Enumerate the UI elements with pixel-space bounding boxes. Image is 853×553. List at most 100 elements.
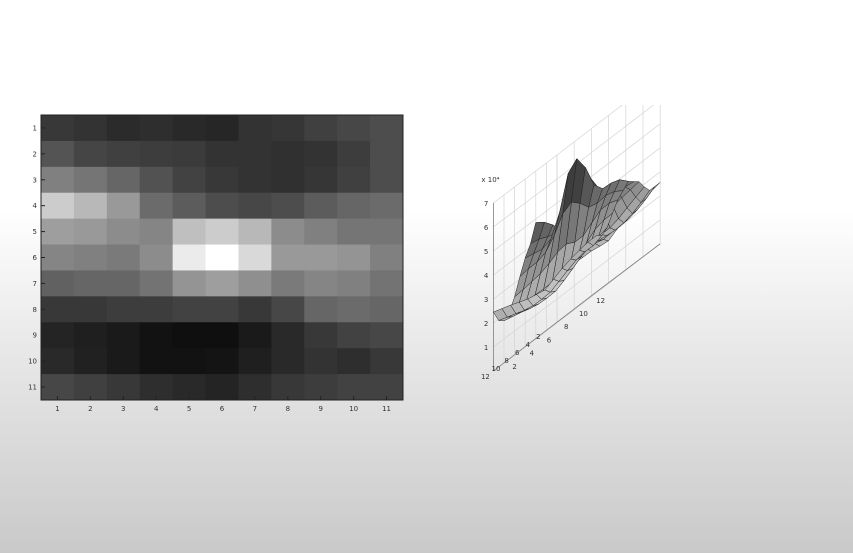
heatmap-cell [172,348,207,375]
heatmap-cell [41,244,75,271]
heatmap-cell [337,218,371,246]
heatmap-cell [41,140,75,168]
heatmap-cell [304,115,338,142]
heatmap-cell [41,348,75,375]
heatmap-cell [172,115,207,142]
surface-z-tick-label: 7 [484,200,488,208]
heatmap-y-tick-label: 2 [33,150,37,158]
heatmap-cell [205,270,239,297]
heatmap-cell [271,348,305,375]
heatmap-x-tick-label: 10 [349,405,358,413]
heatmap-cell [271,115,305,142]
heatmap-cell [337,140,371,168]
surface-z-tick-label: 2 [484,320,488,328]
heatmap-cell [205,115,239,142]
surface-x-tick-label: 2 [512,363,516,371]
heatmap-x-tick-label: 5 [187,405,191,413]
heatmap-cell [271,192,305,220]
heatmap-cell [337,322,371,349]
intensity-heatmap: 1 2 3 4 5 6 7 8 9 10 11 1 2 3 4 5 6 7 8 9 10 11 [26,110,411,420]
heatmap-cell [370,322,404,349]
heatmap-cell [271,244,305,271]
heatmap-cell [304,192,338,220]
heatmap-y-tick-label: 10 [28,358,37,366]
surface-z-tick-label: 3 [484,296,488,304]
heatmap-cell [172,192,207,220]
heatmap-y-tick-label: 1 [33,124,37,132]
heatmap-y-tick-label: 11 [28,384,37,392]
heatmap-cell [304,322,338,349]
heatmap-x-tick-label: 8 [286,405,290,413]
heatmap-cell [370,192,404,220]
heatmap-cell [337,348,371,375]
heatmap-cell [73,166,108,194]
heatmap-cell [271,218,305,246]
heatmap-cell [370,296,404,323]
heatmap-cell [238,322,272,349]
heatmap-cell [172,296,207,323]
heatmap-y-tick-label: 8 [33,306,37,314]
heatmap-cell [139,296,174,323]
heatmap-cell [370,270,404,297]
heatmap-cell [106,322,141,349]
heatmap-cell [370,244,404,271]
heatmap-cell [106,218,141,246]
heatmap-cell [73,192,108,220]
heatmap-cell [139,348,174,375]
heatmap-x-tick-label: 11 [382,405,391,413]
heatmap-cell [304,218,338,246]
surface-axis [596,243,661,293]
surface-y-tick-label: 12 [481,373,490,381]
heatmap-cell [304,166,338,194]
heatmap-x-tick-label: 2 [88,405,92,413]
heatmap-cell [41,115,75,142]
heatmap-cell [172,166,207,194]
heatmap-cell [271,140,305,168]
surface-y-tick-label: 10 [492,365,501,373]
heatmap-cell [205,140,239,168]
surface-patch [587,235,603,246]
heatmap-cell [205,192,239,220]
heatmap-cell [172,218,207,246]
heatmap-cell [370,115,404,142]
surface-y-tick-label: 6 [515,349,520,357]
surface-plot: 1 2 3 4 5 6 7 2 4 6 8 10 12 2 4 6 8 10 12 x 10⁴ [420,75,845,435]
heatmap-cell [370,140,404,168]
heatmap-cell [139,140,174,168]
surface-z-tick-label: 6 [484,224,489,232]
heatmap-cell [73,348,108,375]
heatmap-x-tick-label: 9 [318,405,322,413]
heatmap-cell [73,140,108,168]
heatmap-cell [370,218,404,246]
heatmap-cell [304,244,338,271]
heatmap-cell [106,115,141,142]
heatmap-cell [73,322,108,349]
heatmap-cell [238,348,272,375]
heatmap-cell [370,166,404,194]
heatmap-cell [238,270,272,297]
heatmap-cell [238,296,272,323]
heatmap-x-tick-label: 1 [55,405,59,413]
heatmap-cell [73,270,108,297]
surface-y-tick-label: 4 [526,341,531,349]
heatmap-cell [106,296,141,323]
heatmap-cell [271,322,305,349]
heatmap-cell [337,270,371,297]
heatmap-cell [304,270,338,297]
heatmap-cell [139,166,174,194]
heatmap-cell [73,244,108,271]
heatmap-cell [304,140,338,168]
surface-y-tick-label: 2 [536,333,540,341]
heatmap-cell [238,115,272,142]
heatmap-cell [337,244,371,271]
heatmap-cell [106,348,141,375]
heatmap-cell [304,296,338,323]
heatmap-cell [205,244,239,271]
heatmap-cell [271,296,305,323]
surface-x-tick-label: 10 [579,310,588,318]
heatmap-cell [337,166,371,194]
heatmap-cell [139,192,174,220]
heatmap-cell [139,244,174,271]
